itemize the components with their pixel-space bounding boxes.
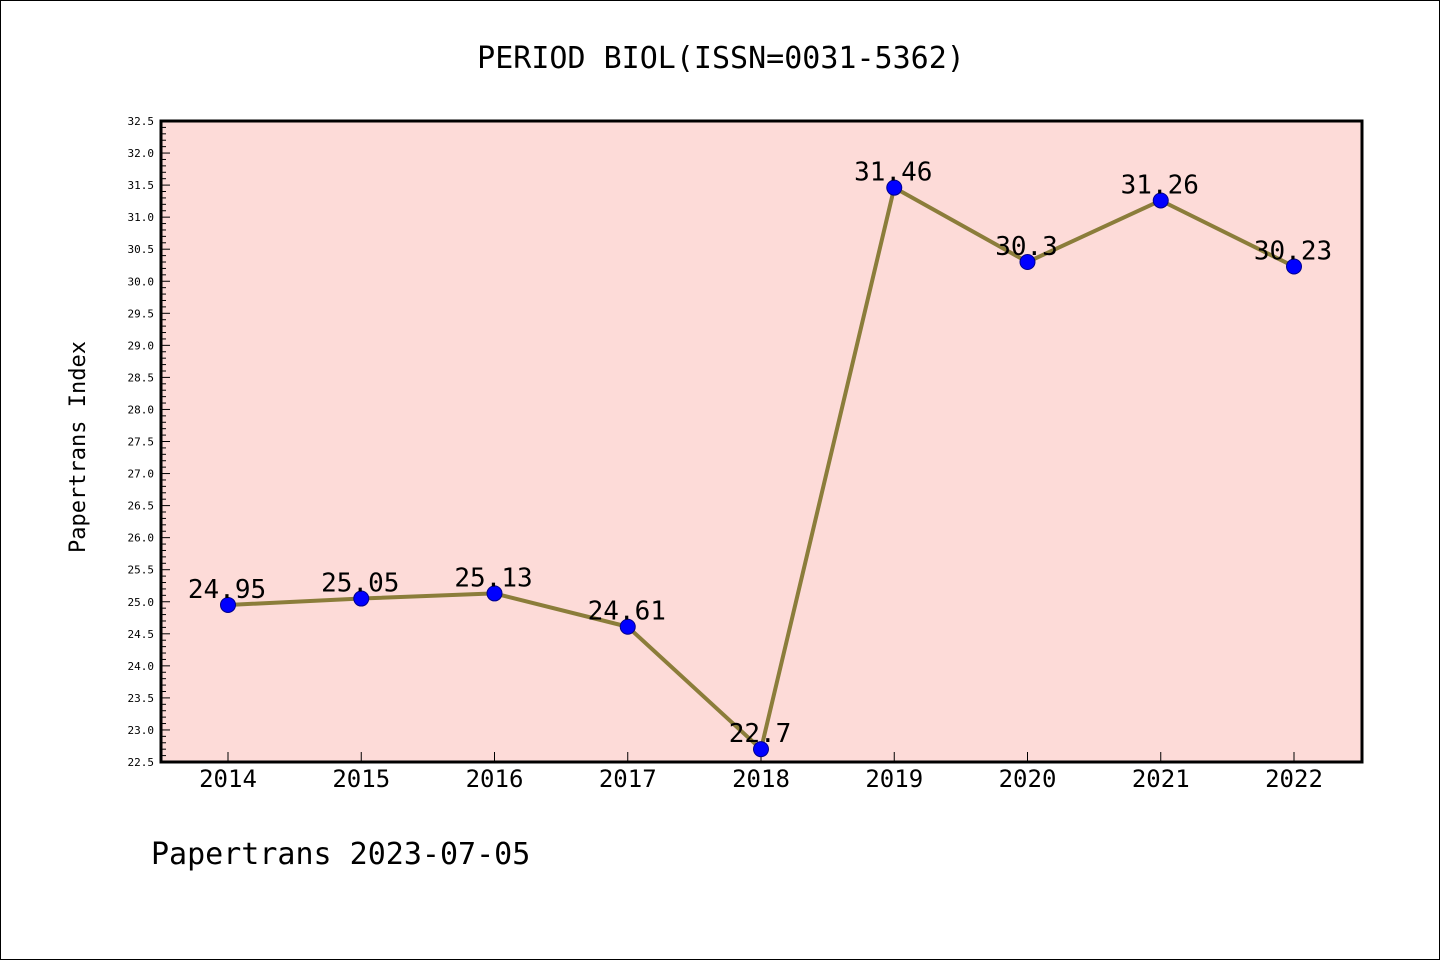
y-tick-label: 31.0 <box>128 211 155 224</box>
x-tick-label: 2019 <box>865 765 923 793</box>
data-label: 30.23 <box>1254 237 1332 267</box>
data-point <box>753 741 769 758</box>
data-point <box>1019 254 1036 271</box>
data-label: 30.3 <box>995 232 1058 262</box>
y-tick-label: 32.0 <box>128 147 155 160</box>
y-tick-label: 26.5 <box>128 500 155 513</box>
y-tick-label: 24.0 <box>128 660 155 673</box>
data-label: 22.7 <box>729 719 792 749</box>
chart-title: PERIOD BIOL(ISSN=0031-5362) <box>477 41 965 76</box>
data-label: 25.13 <box>454 563 532 593</box>
data-point <box>886 179 903 196</box>
footer-date: Papertrans 2023-07-05 <box>151 837 530 872</box>
data-point <box>220 596 236 613</box>
y-tick-label: 26.0 <box>128 532 155 545</box>
y-axis-label: Papertrans Index <box>66 341 91 553</box>
data-point <box>1152 192 1169 209</box>
y-tick-label: 32.5 <box>128 115 155 128</box>
x-tick-label: 2021 <box>1132 765 1190 793</box>
y-tick-label: 29.0 <box>128 339 155 352</box>
data-markers <box>220 179 1302 758</box>
y-tick-label: 27.0 <box>128 468 155 481</box>
y-tick-label: 23.5 <box>128 692 155 705</box>
plot-area <box>159 119 1364 764</box>
data-label: 24.95 <box>188 575 266 605</box>
data-label: 25.05 <box>321 569 399 599</box>
y-tick-label: 29.5 <box>128 307 155 320</box>
y-tick-label: 23.0 <box>128 724 155 737</box>
x-tick-label: 2014 <box>199 765 257 793</box>
x-tick-label: 2022 <box>1265 765 1323 793</box>
y-tick-label: 25.5 <box>128 564 155 577</box>
y-tick-label: 25.0 <box>128 596 155 609</box>
x-tick-label: 2016 <box>466 765 524 793</box>
data-point <box>1286 258 1302 275</box>
y-tick-label: 30.5 <box>128 243 155 256</box>
y-axis: 22.5 23.0 23.5 24.0 24.5 25.0 25.5 26.0 26.5 27.0… <box>128 115 170 769</box>
data-point <box>353 590 370 607</box>
x-tick-label: 2020 <box>999 765 1057 793</box>
y-tick-label: 24.5 <box>128 628 155 641</box>
y-tick-label: 28.0 <box>128 403 155 416</box>
y-tick-label: 28.5 <box>128 371 155 384</box>
data-label: 31.46 <box>854 158 932 188</box>
data-label: 24.61 <box>588 597 666 627</box>
data-labels: 24.95 25.05 25.13 24.61 22.7 31.46 30.3 31.26 30… <box>188 158 1332 750</box>
y-tick-label: 30.0 <box>128 275 155 288</box>
data-label: 31.26 <box>1121 170 1199 200</box>
x-tick-label: 2018 <box>732 765 790 793</box>
data-point <box>486 585 503 602</box>
y-tick-label: 27.5 <box>128 436 155 449</box>
y-tick-label: 22.5 <box>128 756 155 769</box>
x-tick-label: 2017 <box>599 765 657 793</box>
x-axis: 2014 2015 2016 2017 2018 2019 2020 2021 2022 <box>199 752 1323 793</box>
x-tick-label: 2015 <box>332 765 390 793</box>
y-tick-label: 31.5 <box>128 179 155 192</box>
data-point <box>619 618 636 635</box>
